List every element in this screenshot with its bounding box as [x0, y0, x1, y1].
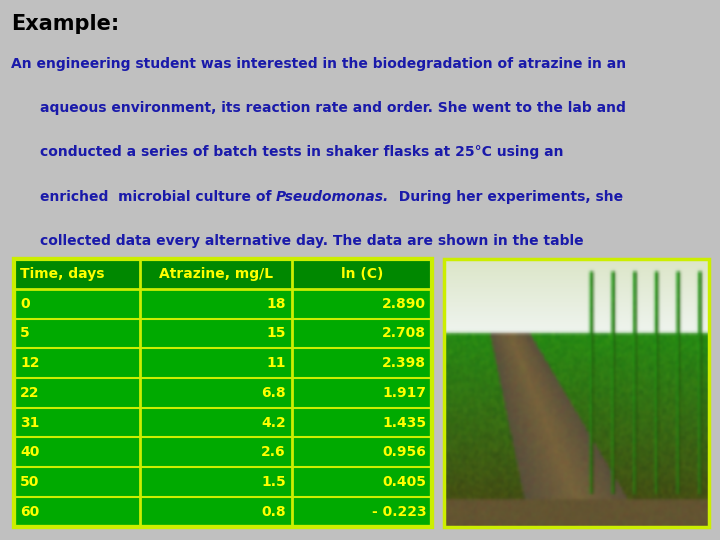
Text: Time, days: Time, days	[20, 267, 104, 281]
Text: During her experiments, she: During her experiments, she	[390, 190, 624, 204]
Text: 60: 60	[20, 505, 40, 518]
Text: conducted a series of batch tests in shaker flasks at 25°C using an: conducted a series of batch tests in sha…	[40, 145, 563, 159]
Text: 18: 18	[266, 297, 286, 310]
Text: 5: 5	[20, 327, 30, 340]
Text: 50: 50	[20, 475, 40, 489]
Text: 0.8: 0.8	[261, 505, 286, 518]
Text: ln (C): ln (C)	[341, 267, 383, 281]
Text: 0: 0	[20, 297, 30, 310]
Text: 2.6: 2.6	[261, 446, 286, 459]
Text: - 0.223: - 0.223	[372, 505, 426, 518]
Text: 1.917: 1.917	[382, 386, 426, 400]
Text: 1.5: 1.5	[261, 475, 286, 489]
Text: 22: 22	[20, 386, 40, 400]
Text: 1.435: 1.435	[382, 416, 426, 429]
Bar	[14, 259, 432, 289]
Text: Atrazine, mg/L: Atrazine, mg/L	[159, 267, 273, 281]
Text: 0.956: 0.956	[382, 446, 426, 459]
Text: 2.398: 2.398	[382, 356, 426, 370]
Text: collected data every alternative day. The data are shown in the table: collected data every alternative day. Th…	[40, 234, 583, 248]
Text: 0.405: 0.405	[382, 475, 426, 489]
Text: 15: 15	[266, 327, 286, 340]
Text: Pseudomonas.: Pseudomonas.	[276, 190, 390, 204]
Text: An engineering student was interested in the biodegradation of atrazine in an: An engineering student was interested in…	[11, 57, 626, 71]
Text: 2.708: 2.708	[382, 327, 426, 340]
Text: 11: 11	[266, 356, 286, 370]
Text: 2.890: 2.890	[382, 297, 426, 310]
Bar	[14, 259, 432, 526]
Text: 12: 12	[20, 356, 40, 370]
Text: 4.2: 4.2	[261, 416, 286, 429]
Text: enriched  microbial culture of: enriched microbial culture of	[40, 190, 276, 204]
Text: Example:: Example:	[11, 14, 119, 33]
Text: below.: below.	[40, 278, 91, 292]
Bar	[444, 259, 709, 526]
Text: 6.8: 6.8	[261, 386, 286, 400]
Bar	[14, 259, 432, 526]
Text: 40: 40	[20, 446, 40, 459]
Text: 31: 31	[20, 416, 40, 429]
Text: aqueous environment, its reaction rate and order. She went to the lab and: aqueous environment, its reaction rate a…	[40, 101, 626, 115]
